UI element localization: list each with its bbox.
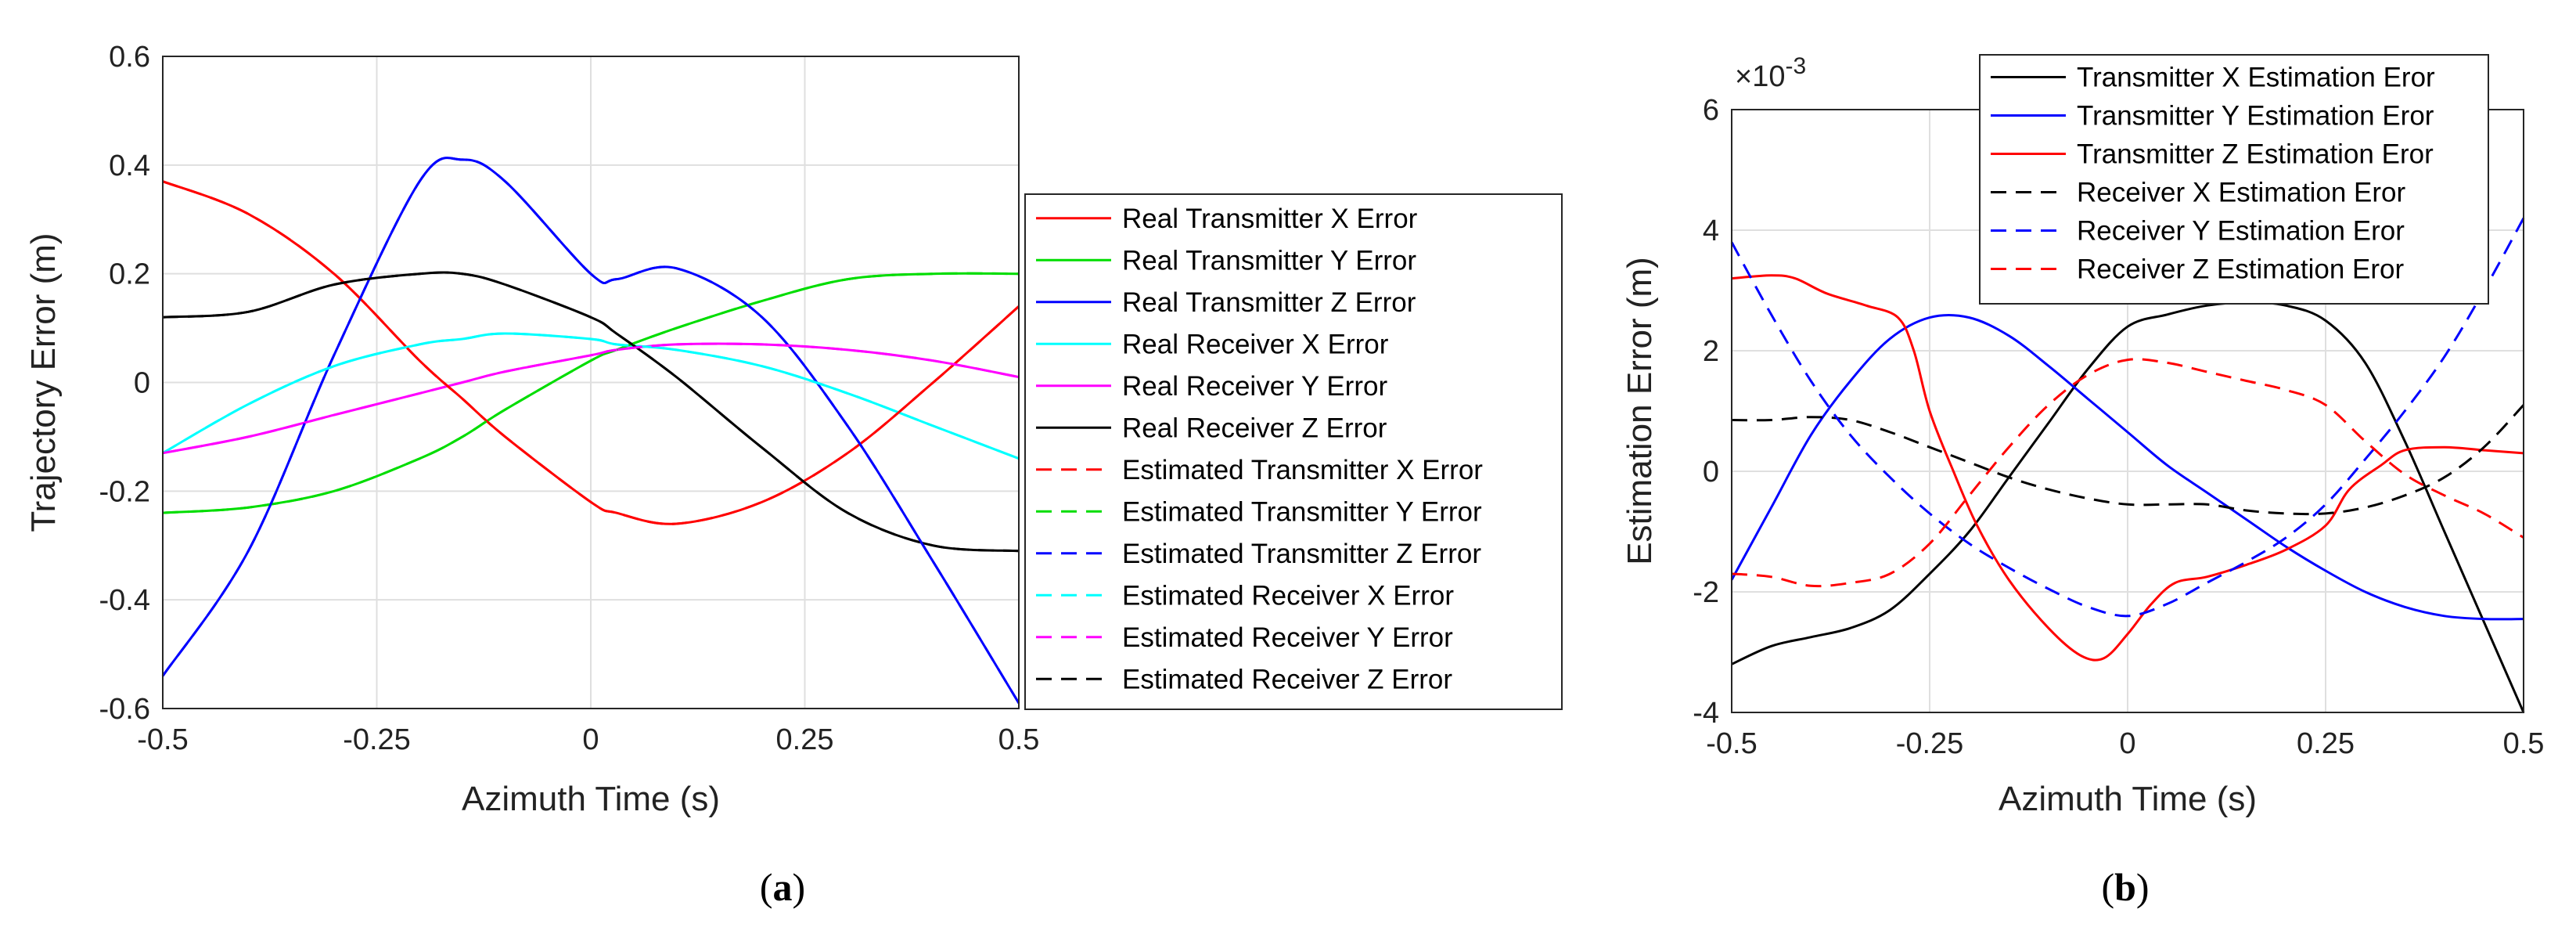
panel-caption-b: (b) bbox=[2101, 865, 2149, 909]
tick-labels-a: -0.5 -0.25 0 0.25 0.5 -0.6 -0.4 -0.2 0 0.2 0.4 0.6 bbox=[99, 41, 1040, 756]
legend-label-b-5: Receiver Z Estimation Eror bbox=[2077, 254, 2405, 285]
legend-label-b-2: Transmitter Z Estimation Eror bbox=[2077, 139, 2434, 170]
x-tick-label-b-0: -0.5 bbox=[1706, 727, 1757, 760]
x-tick-label-a-1: -0.25 bbox=[343, 723, 411, 756]
legend-box-b bbox=[1979, 54, 2489, 305]
series-line-b-4 bbox=[1730, 217, 2525, 618]
y-tick-label-b-0: -4 bbox=[1693, 697, 1719, 730]
x-tick-label-a-0: -0.5 bbox=[137, 723, 188, 756]
plot-frame-a bbox=[162, 56, 1020, 709]
series-line-b-5 bbox=[1731, 358, 2524, 588]
x-tick-label-b-1: -0.25 bbox=[1896, 727, 1964, 760]
legend-label-a-0: Real Transmitter X Error bbox=[1122, 204, 1418, 234]
y-tick-label-b-1: -2 bbox=[1693, 576, 1719, 609]
legend-label-a-5: Real Receiver Z Error bbox=[1122, 413, 1387, 443]
y-tick-label-a-1: -0.4 bbox=[99, 584, 150, 617]
x-tick-label-a-3: 0.25 bbox=[776, 723, 834, 756]
y-tick-label-a-0: -0.6 bbox=[99, 693, 150, 726]
series-line-b-3 bbox=[1731, 404, 2525, 516]
legend-label-a-1: Real Transmitter Y Error bbox=[1122, 245, 1416, 276]
panel-caption-a: (a) bbox=[760, 865, 805, 909]
legend-label-b-1: Transmitter Y Estimation Eror bbox=[2077, 101, 2434, 132]
series-line-a-5 bbox=[162, 271, 1020, 553]
y-axis-label-a: Trajectory Error (m) bbox=[24, 233, 63, 532]
x-axis-label-b: Azimuth Time (s) bbox=[1999, 780, 2257, 818]
legend-label-a-10: Estimated Receiver Y Error bbox=[1122, 622, 1453, 653]
legend-label-b-0: Transmitter X Estimation Eror bbox=[2077, 63, 2435, 93]
chart-panel-a: -0.5 -0.25 0 0.25 0.5-0.6-0.4-0.200.20.40.6 … bbox=[24, 41, 1563, 909]
x-axis-label-a: Azimuth Time (s) bbox=[462, 780, 720, 818]
y-tick-label-a-5: 0.4 bbox=[109, 150, 150, 182]
series-line-a-7 bbox=[162, 272, 1020, 514]
x-tick-label-b-4: 0.5 bbox=[2503, 727, 2545, 760]
x-tick-label-b-3: 0.25 bbox=[2297, 727, 2355, 760]
chart-panel-b: -0.5 -0.25 0 0.25 0.5 -4 -2 0 2 4 6 ×10-3 Azimuth … bbox=[1621, 53, 2544, 909]
y-tick-label-b-2: 0 bbox=[1703, 456, 1719, 489]
legend-b: Transmitter X Estimation Eror Transmitter… bbox=[1979, 54, 2489, 305]
y-exponent-power: -3 bbox=[1785, 53, 1806, 79]
series-line-b-2 bbox=[1731, 274, 2524, 662]
y-tick-label-a-2: -0.2 bbox=[99, 475, 150, 508]
y-tick-label-b-5: 6 bbox=[1703, 94, 1719, 127]
legend-label-b-4: Receiver Y Estimation Eror bbox=[2077, 216, 2405, 247]
panel-caption-a-letter: a bbox=[773, 865, 793, 909]
series-layer-a bbox=[161, 157, 1020, 704]
legend-label-a-7: Estimated Transmitter Y Error bbox=[1122, 496, 1482, 527]
tick-labels-b: -0.5 -0.25 0 0.25 0.5 -4 -2 0 2 4 6 bbox=[1693, 94, 2544, 760]
legend-label-a-8: Estimated Transmitter Z Error bbox=[1122, 539, 1481, 569]
y-exponent-label-b: ×10-3 bbox=[1735, 53, 1806, 93]
panel-caption-b-letter: b bbox=[2114, 865, 2136, 909]
legend-label-a-11: Estimated Receiver Z Error bbox=[1122, 664, 1452, 694]
x-tick-label-a-4: 0.5 bbox=[998, 723, 1040, 756]
y-exponent-base: ×10 bbox=[1735, 60, 1785, 93]
legend-label-b-3: Receiver X Estimation Eror bbox=[2077, 178, 2405, 208]
y-tick-label-a-4: 0.2 bbox=[109, 258, 150, 291]
series-line-a-8 bbox=[161, 157, 1020, 704]
y-tick-label-b-3: 2 bbox=[1703, 335, 1719, 368]
series-line-a-9 bbox=[162, 332, 1020, 460]
series-line-b-0 bbox=[1731, 301, 2525, 713]
legend-a: Real Transmitter X Error Real Transmitter… bbox=[1024, 193, 1563, 710]
x-tick-label-b-2: 0 bbox=[2119, 727, 2135, 760]
y-tick-label-a-3: 0 bbox=[134, 367, 150, 400]
legend-box-a bbox=[1024, 193, 1563, 710]
series-line-a-10 bbox=[162, 342, 1020, 455]
y-axis-label-b: Estimation Error (m) bbox=[1621, 257, 1659, 565]
legend-label-a-9: Estimated Receiver X Error bbox=[1122, 580, 1454, 611]
series-line-a-6 bbox=[162, 180, 1020, 525]
legend-label-a-4: Real Receiver Y Error bbox=[1122, 371, 1387, 402]
series-layer-b bbox=[1730, 217, 2525, 713]
y-tick-label-a-6: 0.6 bbox=[109, 41, 150, 74]
legend-label-a-2: Real Transmitter Z Error bbox=[1122, 287, 1416, 318]
y-tick-label-b-4: 4 bbox=[1703, 215, 1719, 247]
x-tick-label-a-2: 0 bbox=[582, 723, 599, 756]
series-line-b-1 bbox=[1730, 314, 2524, 621]
legend-label-a-3: Real Receiver X Error bbox=[1122, 329, 1389, 359]
legend-label-a-6: Estimated Transmitter X Error bbox=[1122, 455, 1483, 485]
